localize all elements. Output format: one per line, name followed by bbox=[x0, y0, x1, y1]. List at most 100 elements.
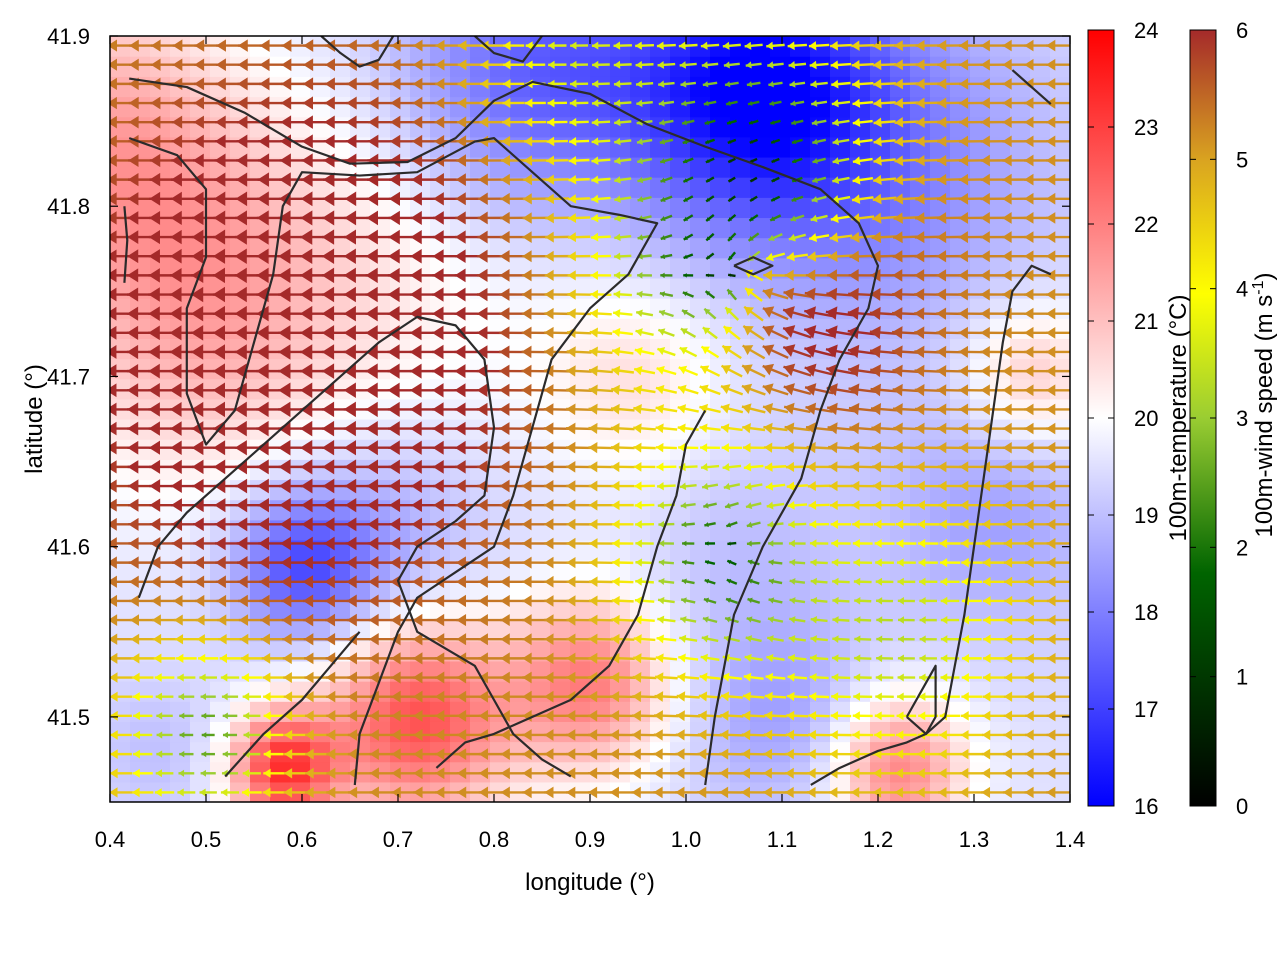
temperature-cell bbox=[750, 398, 771, 420]
wind-arrow bbox=[683, 214, 694, 222]
temperature-cell bbox=[850, 701, 871, 722]
wind-arrow bbox=[154, 788, 175, 797]
wind-arrow bbox=[766, 41, 785, 50]
temperature-cell bbox=[670, 479, 691, 501]
temperature-cell bbox=[990, 439, 1011, 460]
wind-arrow bbox=[548, 41, 567, 50]
wind-arrow bbox=[876, 654, 894, 663]
temperature-cell bbox=[530, 499, 551, 521]
wind-arrow bbox=[831, 558, 851, 567]
temperature-cell bbox=[210, 217, 231, 239]
wind-colorbar-title-sup: -1 bbox=[1250, 280, 1267, 294]
wind-arrow bbox=[740, 786, 767, 799]
temperature-cell bbox=[790, 318, 811, 339]
wind-arrow bbox=[635, 577, 654, 586]
temperature-cell bbox=[750, 741, 771, 763]
wind-arrow bbox=[591, 213, 611, 223]
wind-arrow bbox=[768, 540, 783, 547]
wind-arrow bbox=[744, 41, 763, 50]
wind-arrow bbox=[700, 41, 720, 50]
wind-arrow bbox=[587, 748, 614, 760]
temperature-cell bbox=[530, 298, 551, 319]
wind-arrow bbox=[568, 194, 590, 204]
wind-arrow bbox=[545, 174, 569, 185]
wind-arrow bbox=[827, 422, 855, 435]
temperature-cell bbox=[530, 56, 551, 77]
wind-arrow bbox=[1024, 116, 1051, 129]
wind-arrow bbox=[745, 635, 762, 643]
wind-arrow bbox=[1046, 288, 1070, 301]
wind-arrow bbox=[1046, 58, 1070, 71]
wind-arrow bbox=[566, 499, 592, 511]
wind-arrow bbox=[435, 77, 462, 90]
wind-arrow bbox=[785, 748, 810, 760]
temperature-cell bbox=[630, 197, 651, 219]
wind-arrow bbox=[744, 482, 763, 491]
temperature-cell bbox=[110, 721, 131, 743]
wind-arrow bbox=[151, 614, 178, 626]
wind-arrow bbox=[222, 731, 238, 739]
wind-arrow bbox=[789, 616, 806, 624]
wind-arrow bbox=[852, 137, 873, 147]
temperature-cell bbox=[850, 56, 871, 77]
temperature-cell bbox=[910, 560, 931, 581]
temperature-cell bbox=[450, 76, 471, 98]
wind-colorbar-title: 100m-wind speed (m s-1) bbox=[1250, 273, 1278, 538]
wind-arrow bbox=[456, 116, 484, 129]
wind-arrow bbox=[958, 173, 985, 186]
temperature-cell bbox=[770, 459, 791, 481]
temperature-cell bbox=[610, 358, 631, 380]
wind-arrow bbox=[179, 750, 194, 758]
temperature-cell bbox=[310, 96, 331, 118]
temperature-cell bbox=[1010, 560, 1031, 581]
wind-arrow bbox=[1003, 480, 1028, 492]
wind-arrow bbox=[1046, 192, 1070, 205]
wind-arrow bbox=[853, 558, 873, 567]
temperature-cell bbox=[610, 217, 631, 239]
wind-arrow bbox=[566, 652, 592, 665]
temperature-cell bbox=[730, 378, 751, 400]
wind-arrow bbox=[854, 654, 872, 663]
wind-arrow bbox=[916, 480, 940, 492]
wind-arrow bbox=[326, 729, 352, 741]
wind-arrow bbox=[478, 767, 505, 780]
wind-arrow bbox=[939, 558, 961, 568]
wind-arrow bbox=[610, 690, 636, 703]
wind-arrow bbox=[503, 59, 525, 70]
temperature-cell bbox=[770, 177, 791, 198]
temperature-cell bbox=[170, 560, 191, 581]
temperature-cell bbox=[710, 539, 731, 561]
temperature-cell bbox=[190, 640, 211, 662]
wind-arrow bbox=[566, 576, 592, 588]
wind-arrow bbox=[727, 251, 737, 261]
temperature-cell bbox=[710, 76, 731, 98]
temperature-cell bbox=[930, 116, 951, 138]
temperature-cell bbox=[310, 197, 331, 219]
wind-arrow bbox=[657, 347, 676, 357]
temperature-cell bbox=[530, 741, 551, 763]
wind-arrow bbox=[768, 81, 783, 88]
temperature-cell bbox=[850, 197, 871, 219]
wind-arrow bbox=[875, 673, 894, 682]
temperature-cell bbox=[810, 701, 831, 722]
wind-arrow bbox=[831, 99, 851, 108]
temperature-cell bbox=[970, 620, 991, 642]
temperature-cell bbox=[790, 217, 811, 239]
temperature-cell bbox=[510, 116, 531, 138]
colorbar-tick-label: 19 bbox=[1134, 503, 1158, 528]
temperature-cell bbox=[790, 257, 811, 279]
wind-arrow bbox=[811, 119, 827, 126]
wind-arrow bbox=[543, 479, 571, 493]
temperature-cell bbox=[590, 600, 611, 622]
temperature-cell bbox=[1010, 338, 1031, 360]
temperature-cell bbox=[650, 96, 671, 118]
wind-arrow bbox=[413, 786, 440, 799]
temperature-cell bbox=[590, 116, 611, 138]
wind-arrow bbox=[435, 786, 462, 799]
wind-arrow bbox=[588, 595, 613, 607]
wind-arrow bbox=[589, 327, 613, 338]
wind-arrow bbox=[284, 749, 307, 760]
wind-arrow bbox=[130, 633, 155, 645]
temperature-cell bbox=[830, 560, 851, 581]
wind-arrow bbox=[897, 692, 916, 701]
